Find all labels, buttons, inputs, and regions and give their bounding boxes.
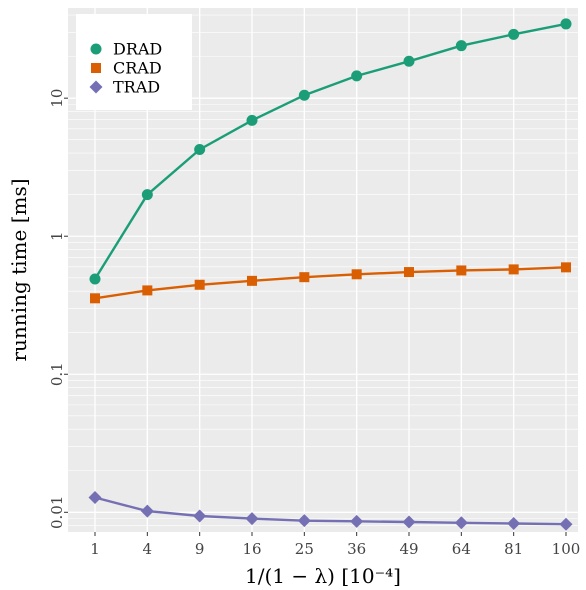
data-point bbox=[455, 40, 467, 52]
data-point bbox=[247, 275, 257, 286]
legend-label: DRAD bbox=[113, 40, 162, 59]
data-point bbox=[351, 70, 363, 82]
data-point bbox=[559, 517, 573, 531]
x-tick-label: 49 bbox=[399, 540, 418, 558]
legend-key-drad bbox=[90, 43, 102, 55]
data-point bbox=[351, 269, 362, 280]
data-point bbox=[454, 516, 468, 530]
grid bbox=[68, 8, 578, 532]
data-point bbox=[507, 516, 521, 530]
data-point bbox=[350, 514, 364, 528]
data-point bbox=[194, 279, 205, 290]
legend-key-trad bbox=[89, 80, 103, 94]
y-tick-label: 1 bbox=[48, 231, 66, 241]
data-point bbox=[561, 262, 571, 273]
x-axis-title: 1/(1 − λ) [10⁻⁴] bbox=[245, 564, 401, 588]
series-trad bbox=[88, 491, 573, 531]
series-layer bbox=[88, 18, 573, 531]
data-point bbox=[140, 504, 154, 518]
x-tick-label: 64 bbox=[452, 540, 471, 558]
data-point bbox=[404, 267, 414, 278]
series-line bbox=[94, 496, 567, 526]
x-tick-label: 36 bbox=[347, 540, 366, 558]
x-tick-label: 100 bbox=[552, 540, 581, 558]
data-point bbox=[245, 512, 259, 526]
data-point bbox=[88, 491, 102, 505]
series-crad bbox=[90, 262, 571, 304]
data-point bbox=[90, 293, 100, 304]
y-tick-label: 0.01 bbox=[48, 496, 66, 529]
data-point bbox=[246, 114, 258, 126]
series-line bbox=[94, 266, 567, 300]
data-point bbox=[508, 28, 520, 40]
data-point bbox=[193, 509, 207, 523]
x-tick-label: 1 bbox=[90, 540, 100, 558]
data-point bbox=[508, 264, 519, 275]
y-axis-title: running time [ms] bbox=[7, 178, 31, 361]
data-point bbox=[297, 514, 311, 528]
x-tick-label: 16 bbox=[242, 540, 261, 558]
x-tick-label: 4 bbox=[143, 540, 153, 558]
y-tick-label: 10 bbox=[48, 89, 66, 108]
data-point bbox=[298, 89, 310, 101]
legend-label: CRAD bbox=[113, 59, 162, 78]
series-line bbox=[93, 22, 567, 280]
x-tick-label: 81 bbox=[504, 540, 523, 558]
legend-box bbox=[76, 14, 192, 110]
series-drad bbox=[89, 18, 572, 285]
data-point bbox=[456, 265, 467, 276]
legend-label: TRAD bbox=[113, 78, 160, 97]
data-point bbox=[402, 515, 416, 529]
data-point bbox=[560, 18, 572, 30]
data-point bbox=[89, 273, 101, 285]
data-point bbox=[141, 189, 153, 201]
y-tick-label: 0.1 bbox=[48, 362, 66, 386]
data-point bbox=[142, 285, 153, 296]
data-point bbox=[403, 55, 415, 67]
data-point bbox=[299, 272, 310, 283]
x-tick-label: 9 bbox=[195, 540, 205, 558]
data-point bbox=[194, 143, 206, 155]
x-tick-label: 25 bbox=[295, 540, 314, 558]
legend-key-crad bbox=[91, 63, 101, 73]
